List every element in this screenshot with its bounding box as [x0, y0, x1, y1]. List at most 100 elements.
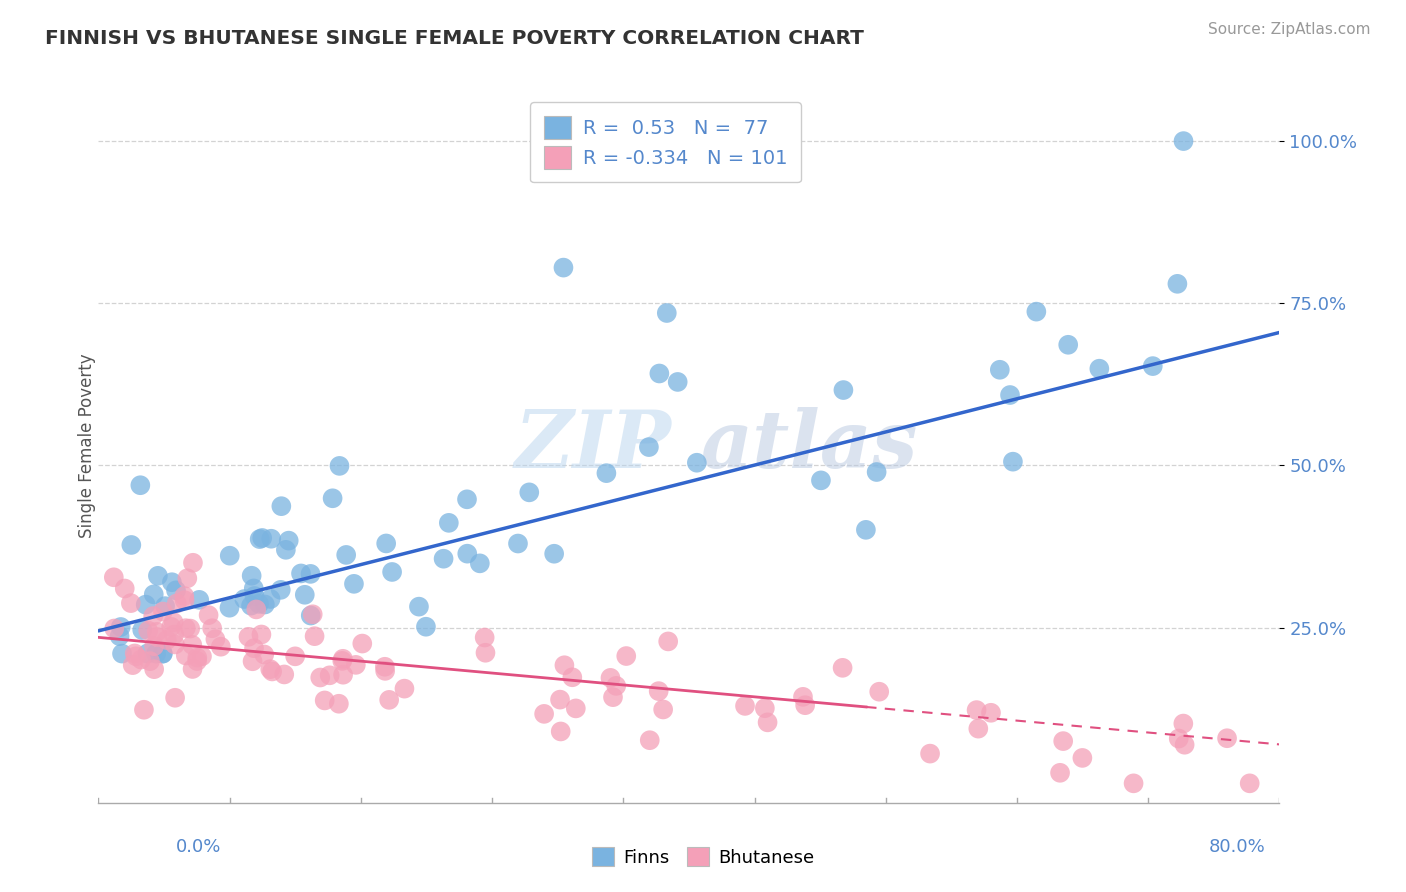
Point	[647, 684, 669, 698]
Point	[1001, 455, 1024, 469]
Point	[233, 592, 256, 607]
Point	[129, 478, 152, 492]
Point	[1174, 738, 1197, 752]
Point	[201, 621, 224, 635]
Point	[756, 715, 779, 730]
Point	[1239, 776, 1261, 790]
Point	[378, 693, 401, 707]
Point	[166, 596, 188, 610]
Point	[343, 577, 366, 591]
Point	[657, 634, 679, 648]
Point	[173, 593, 195, 607]
Point	[301, 607, 323, 622]
Point	[165, 690, 187, 705]
Point	[309, 671, 332, 685]
Point	[181, 662, 204, 676]
Point	[197, 608, 219, 623]
Point	[160, 575, 183, 590]
Point	[474, 646, 496, 660]
Point	[174, 621, 197, 635]
Point	[332, 652, 354, 666]
Y-axis label: Single Female Poverty: Single Female Poverty	[79, 354, 96, 538]
Point	[966, 703, 988, 717]
Point	[284, 649, 307, 664]
Point	[179, 622, 201, 636]
Point	[108, 629, 131, 643]
Point	[1088, 361, 1111, 376]
Point	[666, 375, 689, 389]
Point	[145, 647, 167, 661]
Point	[328, 458, 350, 473]
Point	[998, 388, 1021, 402]
Point	[638, 440, 661, 454]
Point	[240, 568, 263, 582]
Point	[794, 698, 817, 713]
Point	[686, 456, 709, 470]
Point	[299, 566, 322, 581]
Point	[918, 747, 941, 761]
Point	[734, 698, 756, 713]
Point	[543, 547, 565, 561]
Point	[163, 628, 186, 642]
Point	[209, 640, 232, 654]
Point	[153, 599, 176, 614]
Point	[135, 598, 157, 612]
Text: 80.0%: 80.0%	[1209, 838, 1265, 855]
Point	[249, 532, 271, 546]
Point	[143, 662, 166, 676]
Point	[415, 620, 437, 634]
Point	[125, 649, 148, 664]
Point	[831, 661, 853, 675]
Point	[259, 662, 281, 676]
Point	[394, 681, 416, 696]
Point	[614, 648, 637, 663]
Point	[550, 724, 572, 739]
Point	[243, 589, 266, 603]
Point	[456, 492, 478, 507]
Point	[322, 491, 344, 506]
Point	[792, 690, 814, 704]
Point	[456, 547, 478, 561]
Point	[332, 667, 354, 681]
Point	[273, 667, 295, 681]
Point	[145, 624, 167, 639]
Point	[374, 659, 396, 673]
Point	[468, 557, 491, 571]
Point	[328, 697, 350, 711]
Point	[561, 670, 583, 684]
Point	[111, 647, 134, 661]
Point	[304, 629, 326, 643]
Point	[318, 668, 340, 682]
Point	[832, 383, 855, 397]
Point	[165, 583, 187, 598]
Point	[240, 599, 263, 613]
Point	[1071, 751, 1094, 765]
Point	[174, 648, 197, 663]
Legend: Finns, Bhutanese: Finns, Bhutanese	[585, 840, 821, 874]
Text: FINNISH VS BHUTANESE SINGLE FEMALE POVERTY CORRELATION CHART: FINNISH VS BHUTANESE SINGLE FEMALE POVER…	[45, 29, 863, 47]
Point	[988, 363, 1011, 377]
Point	[810, 474, 832, 488]
Point	[250, 627, 273, 641]
Point	[186, 654, 208, 668]
Point	[262, 665, 284, 679]
Point	[188, 592, 211, 607]
Point	[533, 706, 555, 721]
Point	[136, 624, 159, 638]
Point	[381, 565, 404, 579]
Point	[865, 465, 887, 479]
Point	[565, 701, 588, 715]
Point	[250, 531, 273, 545]
Point	[156, 633, 179, 648]
Point	[548, 692, 571, 706]
Text: atlas: atlas	[700, 408, 918, 484]
Point	[242, 654, 264, 668]
Point	[152, 647, 174, 661]
Point	[103, 570, 125, 584]
Point	[299, 608, 322, 623]
Point	[181, 556, 204, 570]
Point	[243, 641, 266, 656]
Point	[274, 542, 297, 557]
Point	[253, 648, 276, 662]
Point	[648, 367, 671, 381]
